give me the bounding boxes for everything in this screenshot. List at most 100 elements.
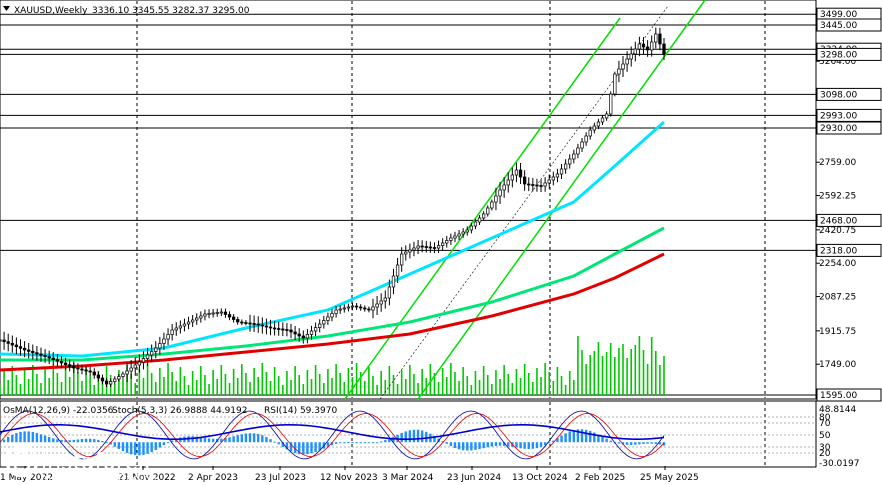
candle-body: [129, 367, 133, 372]
osma-bar: [224, 438, 227, 443]
osma-bar: [0, 442, 2, 444]
volume-bar: [118, 370, 120, 395]
level-tag-label: 2318.00: [820, 246, 857, 256]
osma-bar: [605, 438, 608, 443]
volume-bar: [318, 374, 321, 395]
volume-bar: [409, 365, 411, 395]
volume-bar: [585, 364, 587, 395]
volume-bar: [40, 383, 42, 395]
volume-bar: [257, 377, 260, 395]
candle-body: [154, 347, 158, 352]
candle-body: [166, 334, 170, 340]
osma-bar: [568, 431, 571, 443]
osma-bar: [453, 442, 457, 449]
volume-bar: [142, 378, 145, 395]
osma-bar: [220, 438, 223, 443]
candle-body: [281, 328, 285, 331]
osma-bar: [662, 442, 666, 446]
price-tick-label: 1915.75: [819, 327, 856, 337]
candle-body: [326, 316, 330, 321]
volume-bar: [564, 385, 567, 395]
candle-body: [551, 176, 555, 181]
time-tick-label: 1 May 2022: [0, 473, 53, 483]
candle-body: [375, 303, 379, 308]
volume-bar: [163, 377, 165, 395]
rsi-line: [0, 424, 665, 440]
osc-axis-label: 80: [819, 413, 831, 423]
volume-bar: [60, 382, 63, 395]
volume-bar: [519, 378, 522, 395]
osma-bar: [343, 442, 346, 444]
osma-bar: [273, 441, 276, 443]
volume-bar: [339, 373, 341, 395]
oscillators: [0, 410, 816, 460]
candle-body: [256, 323, 260, 326]
candle-body: [125, 370, 129, 375]
candle-body: [51, 357, 55, 361]
candle-body: [264, 325, 269, 328]
volume-bar: [441, 368, 444, 395]
volume-bar: [626, 358, 628, 395]
candle-body: [289, 329, 293, 333]
candle-body: [301, 335, 305, 339]
volume-bar: [134, 383, 137, 395]
volume-bar: [44, 369, 46, 395]
candle-body: [297, 333, 301, 337]
candle-body: [473, 221, 478, 227]
candle-body: [354, 305, 359, 308]
candle-body: [39, 353, 43, 356]
candle-body: [76, 367, 80, 370]
volume-bar: [499, 379, 501, 395]
candle-body: [662, 43, 666, 55]
osma-bar: [646, 442, 649, 444]
osma-bar: [457, 442, 461, 450]
volume-bar: [421, 369, 423, 395]
osma-bar: [269, 439, 272, 443]
volume-bar: [273, 367, 276, 395]
osma-bar: [302, 442, 305, 455]
volume-bar: [191, 371, 194, 395]
osma-bar: [298, 442, 301, 455]
stoch-label: Stoch(5,3,3) 26.9888 44.9192: [112, 406, 247, 416]
volume-bar: [208, 384, 210, 395]
level-tag: [816, 108, 882, 122]
candle-body: [633, 48, 637, 55]
volume-bar: [515, 369, 518, 395]
level-tag: [816, 47, 882, 61]
osma-bar: [367, 442, 371, 444]
candle-body: [162, 338, 166, 344]
candle-body: [18, 346, 23, 349]
dropdown-arrow-icon[interactable]: [3, 6, 10, 11]
volume-bar: [462, 367, 464, 395]
candle-body: [576, 147, 580, 155]
volume-bar: [347, 368, 350, 395]
volume-bar: [11, 366, 14, 395]
candle-body: [72, 365, 76, 369]
channel-line: [417, 0, 706, 400]
candle-body: [510, 174, 514, 181]
volume-bar: [171, 372, 173, 395]
osma-bar: [556, 438, 559, 443]
osma-bar: [257, 433, 260, 443]
instaforex-logo: instaforex Instant Forex Trading: [5, 444, 157, 485]
volume-bar: [294, 366, 296, 395]
candle-body: [293, 331, 297, 335]
candle-body: [252, 323, 256, 325]
volume-bar: [204, 375, 206, 395]
volume-bar: [220, 365, 223, 395]
osma-bar: [289, 442, 293, 452]
volume-bar: [253, 368, 255, 395]
volume-bar: [478, 380, 481, 395]
osma-bar: [515, 442, 518, 448]
volume-bar: [589, 355, 592, 395]
osma-bar: [72, 439, 75, 443]
candle-body: [318, 323, 322, 328]
osma-bar: [170, 440, 174, 443]
candle-body: [211, 312, 215, 315]
volume-bar: [655, 351, 657, 395]
osma-bar: [68, 440, 71, 443]
candle-body: [367, 308, 371, 311]
candle-body: [92, 371, 96, 376]
volume-bar: [437, 382, 440, 395]
